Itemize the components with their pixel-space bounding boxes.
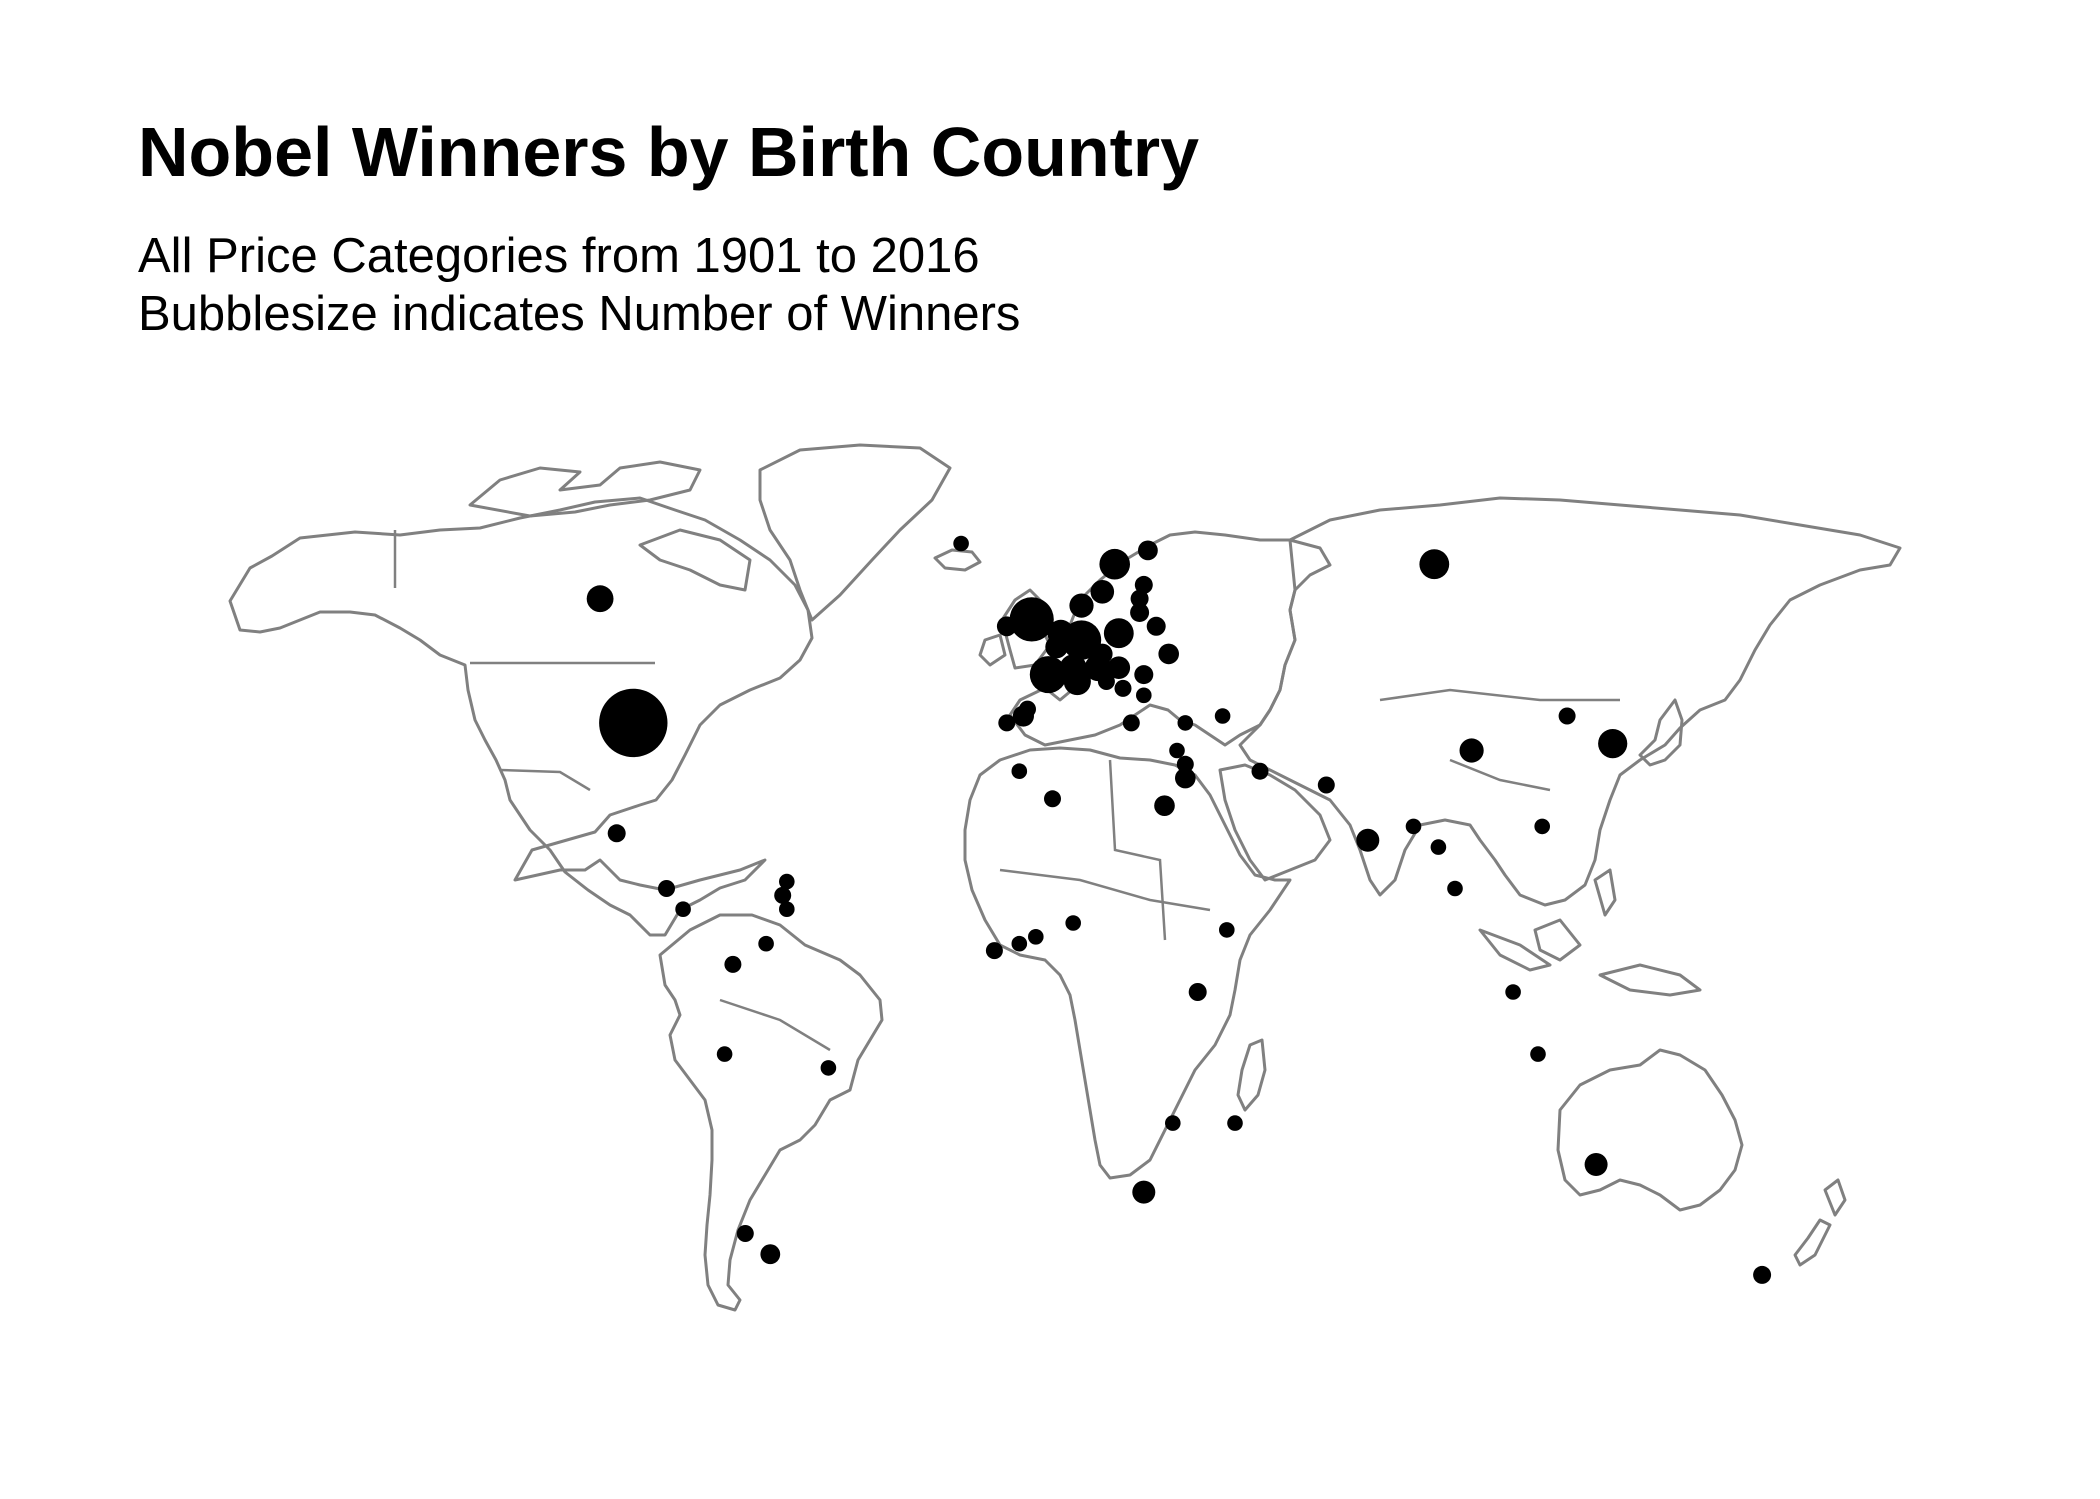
africa-outline (963, 746, 1292, 1180)
winner-bubble (675, 901, 691, 917)
madagascar-outline (1236, 1038, 1267, 1112)
winner-bubble (1011, 763, 1028, 779)
winner-bubble (1029, 656, 1067, 694)
arabia-outline (1218, 763, 1332, 882)
winner-bubble (1107, 656, 1131, 679)
arctic-islands-outline (468, 460, 702, 518)
winner-bubble (1044, 790, 1061, 808)
north-america-outline (228, 496, 814, 937)
winner-bubble (996, 616, 1017, 637)
winner-bubble (1505, 984, 1521, 1000)
winner-bubble (1122, 714, 1140, 732)
winner-bubbles (586, 535, 1772, 1284)
winner-bubble (1177, 715, 1194, 731)
winner-bubble (599, 688, 668, 758)
winner-bubble (1028, 929, 1044, 945)
country-borders (393, 530, 1620, 1052)
winner-bubble (1136, 687, 1152, 704)
winner-bubble (1188, 983, 1207, 1001)
winner-bubble (1227, 1115, 1243, 1131)
new-zealand-outline (1793, 1178, 1847, 1267)
winner-bubble (1069, 593, 1094, 618)
winner-bubble (760, 1244, 781, 1265)
winner-bubble (658, 880, 675, 897)
winner-bubble (1045, 635, 1068, 659)
winner-bubble (985, 942, 1003, 960)
winner-bubble (586, 585, 614, 613)
winner-bubble (1134, 665, 1154, 685)
winner-bubble (1405, 818, 1422, 835)
winner-bubble (1090, 580, 1115, 604)
africa-internal-borders (1108, 759, 1167, 941)
winner-bubble (1094, 666, 1111, 683)
winner-bubble (1092, 643, 1113, 665)
winner-bubble (953, 535, 969, 552)
southeast-asia-islands-outline (1478, 868, 1702, 997)
winner-bubble (1099, 548, 1130, 580)
asia-outline (1238, 496, 1902, 907)
winner-bubble (716, 1046, 733, 1062)
winner-bubble (1132, 1180, 1156, 1204)
greenland-outline (758, 443, 952, 622)
winner-bubble (820, 1060, 837, 1076)
winner-bubble (998, 714, 1016, 732)
map-title: Nobel Winners by Birth Country (138, 113, 1200, 191)
winner-bubble (1459, 738, 1484, 763)
winner-bubble (1558, 707, 1576, 725)
winner-bubble (774, 886, 792, 904)
winner-bubble (1219, 922, 1235, 938)
winner-bubble (1138, 540, 1158, 561)
winner-bubble (779, 873, 795, 890)
winner-bubble (1598, 729, 1628, 759)
winner-bubble (1419, 549, 1450, 580)
winner-bubble (1251, 762, 1269, 780)
winner-bubble (724, 955, 742, 973)
winner-bubble (1176, 755, 1194, 773)
map-subtitle-bubble-legend: Bubblesize indicates Number of Winners (138, 287, 1021, 341)
winner-bubble (1169, 742, 1185, 759)
winner-bubble (779, 901, 795, 917)
winner-bubble (1753, 1265, 1772, 1284)
south-america-borders (719, 998, 831, 1052)
china-borders (1449, 758, 1551, 792)
winner-bubble (1584, 1153, 1608, 1176)
winner-bubble (1175, 767, 1196, 789)
winner-bubble (1114, 679, 1132, 697)
map-subtitle-categories: All Price Categories from 1901 to 2016 (138, 229, 980, 283)
winner-bubble (1214, 708, 1231, 724)
winner-bubble (1065, 915, 1081, 931)
winner-bubble (736, 1225, 754, 1242)
winner-bubble (758, 935, 774, 952)
winner-bubble (1130, 589, 1149, 608)
iceland-outline (933, 548, 982, 572)
winner-bubble (1317, 776, 1335, 794)
winner-bubble (1158, 643, 1179, 665)
winner-bubble (1063, 667, 1091, 696)
winner-bubble (1534, 818, 1550, 835)
sahel-borders (999, 868, 1211, 912)
japan-outline (1638, 698, 1684, 767)
winner-bubble (1356, 828, 1380, 852)
winner-bubble (1146, 616, 1166, 636)
winner-bubble (1130, 603, 1150, 622)
winner-bubble (1154, 795, 1175, 816)
winner-bubble (1165, 1115, 1181, 1131)
winner-bubble (1530, 1046, 1546, 1062)
winner-bubble (1430, 839, 1447, 855)
us-mexico-border (499, 768, 591, 792)
winner-bubble (1009, 597, 1054, 642)
winner-bubble (607, 824, 626, 843)
australia-outline (1556, 1048, 1744, 1212)
winner-bubble (1011, 935, 1028, 952)
winner-bubble (1134, 575, 1153, 594)
winner-bubble (1103, 618, 1134, 649)
baffin-outline (638, 528, 752, 592)
winner-bubble (1447, 880, 1463, 897)
central-asia-borders (1379, 688, 1620, 702)
winner-bubble (1019, 700, 1036, 718)
